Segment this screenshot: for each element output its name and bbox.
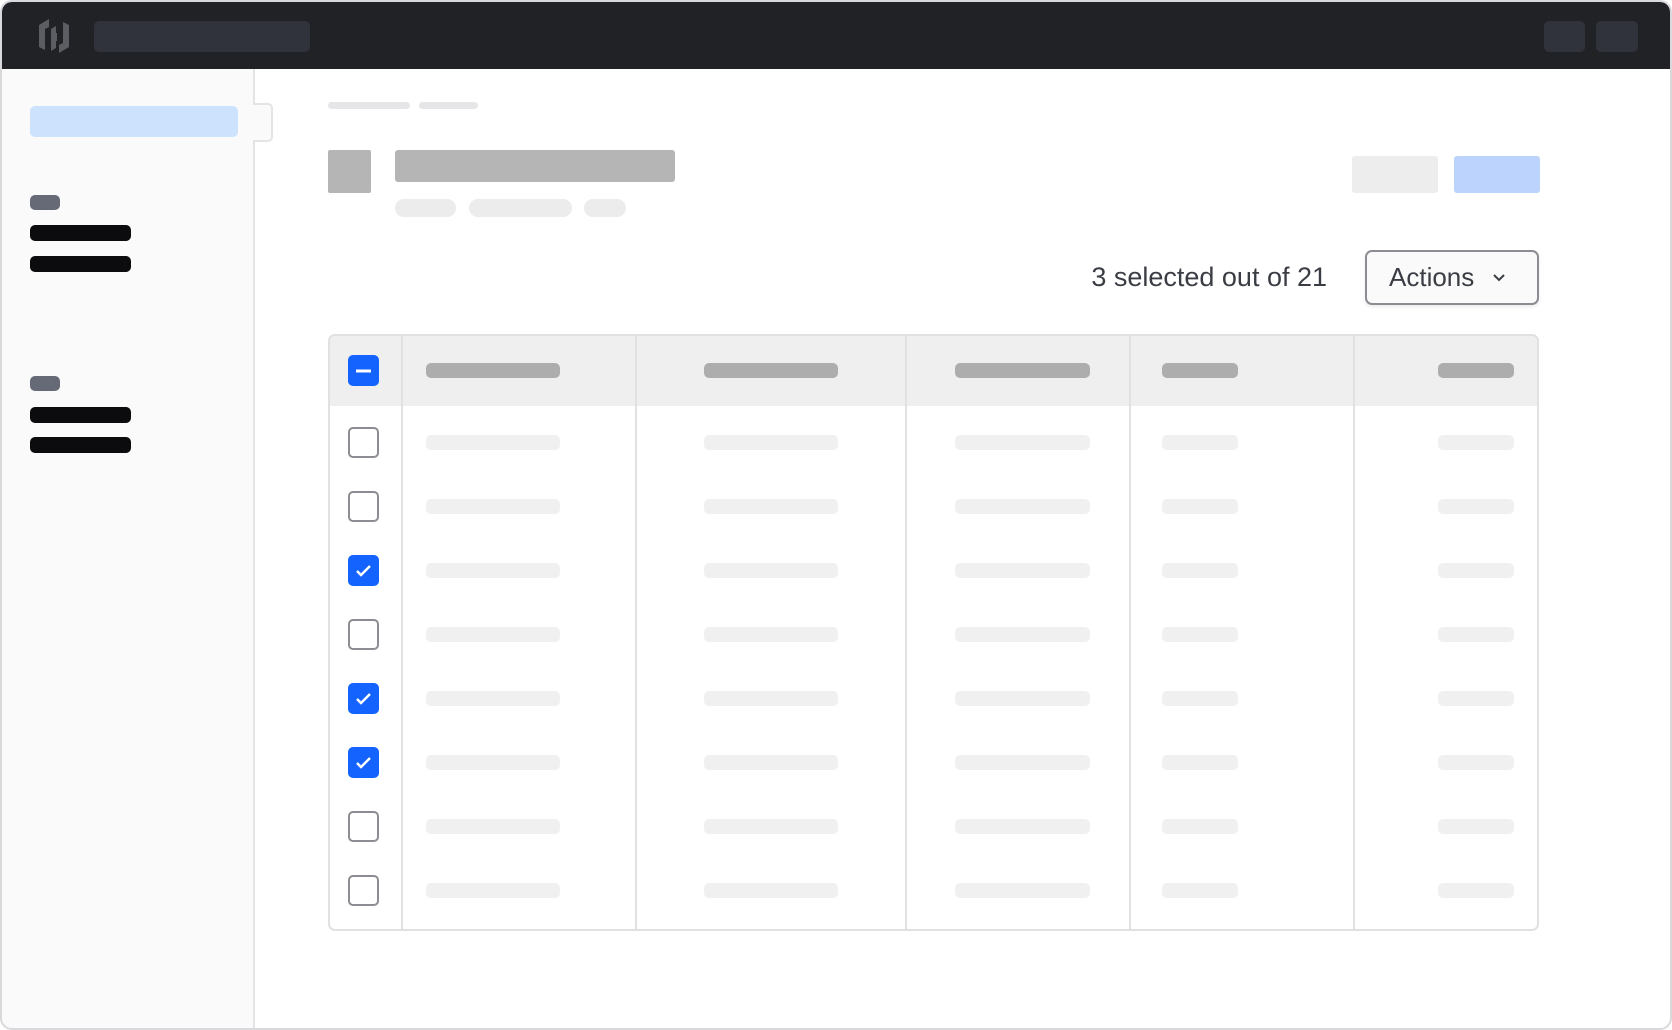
- column-header[interactable]: [1438, 363, 1514, 378]
- sidebar-item[interactable]: [30, 407, 131, 423]
- table-cell: [426, 883, 560, 898]
- column-divider: [1129, 336, 1131, 929]
- table-cell: [1162, 563, 1238, 578]
- table-cell: [704, 691, 838, 706]
- table-cell: [704, 627, 838, 642]
- table-cell: [1162, 435, 1238, 450]
- tag: [584, 199, 626, 217]
- table-cell: [1162, 755, 1238, 770]
- sidebar-section-heading: [30, 376, 60, 391]
- column-header[interactable]: [955, 363, 1090, 378]
- table-cell: [1438, 819, 1514, 834]
- logo-icon: [39, 19, 69, 53]
- row-checkbox[interactable]: [348, 875, 379, 906]
- row-checkbox[interactable]: [348, 619, 379, 650]
- tag: [395, 199, 456, 217]
- row-checkbox[interactable]: [348, 683, 379, 714]
- sidebar-item-active[interactable]: [30, 106, 238, 137]
- search-input-placeholder[interactable]: [94, 21, 310, 52]
- table-cell: [704, 819, 838, 834]
- table-cell: [1162, 627, 1238, 642]
- table-cell: [1162, 499, 1238, 514]
- table-cell: [955, 499, 1090, 514]
- table-cell: [426, 819, 560, 834]
- table-cell: [426, 435, 560, 450]
- sidebar-item[interactable]: [30, 256, 131, 272]
- table-cell: [955, 819, 1090, 834]
- table-cell: [1438, 691, 1514, 706]
- table-cell: [1438, 435, 1514, 450]
- table-cell: [426, 627, 560, 642]
- table-cell: [704, 755, 838, 770]
- table-cell: [1438, 755, 1514, 770]
- sidebar-item[interactable]: [30, 225, 131, 241]
- table-cell: [955, 627, 1090, 642]
- table-cell: [1438, 563, 1514, 578]
- row-checkbox[interactable]: [348, 811, 379, 842]
- select-all-checkbox[interactable]: [348, 355, 379, 386]
- sidebar-collapse-tab[interactable]: [253, 103, 273, 142]
- user-menu-button[interactable]: [1596, 21, 1638, 52]
- table-cell: [955, 883, 1090, 898]
- tag: [469, 199, 572, 217]
- table-cell: [426, 563, 560, 578]
- row-checkbox[interactable]: [348, 491, 379, 522]
- row-checkbox[interactable]: [348, 555, 379, 586]
- column-divider: [905, 336, 907, 929]
- page-icon: [328, 150, 371, 193]
- table-cell: [1162, 883, 1238, 898]
- table-cell: [426, 499, 560, 514]
- table-cell: [704, 499, 838, 514]
- table-cell: [426, 755, 560, 770]
- secondary-button[interactable]: [1352, 156, 1438, 193]
- table-cell: [426, 691, 560, 706]
- table-cell: [1438, 499, 1514, 514]
- sidebar: [2, 69, 255, 1028]
- row-checkbox[interactable]: [348, 427, 379, 458]
- selection-status: 3 selected out of 21: [1091, 262, 1327, 292]
- sidebar-section-heading: [30, 195, 60, 210]
- table-cell: [1438, 627, 1514, 642]
- table-cell: [955, 563, 1090, 578]
- data-table: [328, 334, 1539, 931]
- chevron-down-icon: [1493, 273, 1505, 281]
- column-divider: [401, 336, 403, 929]
- sidebar-item[interactable]: [30, 437, 131, 453]
- primary-button[interactable]: [1454, 156, 1540, 193]
- column-header[interactable]: [1162, 363, 1238, 378]
- breadcrumb-item[interactable]: [419, 102, 478, 109]
- table-cell: [955, 755, 1090, 770]
- actions-dropdown[interactable]: Actions: [1365, 250, 1539, 305]
- table-cell: [704, 563, 838, 578]
- table-cell: [704, 883, 838, 898]
- table-cell: [955, 691, 1090, 706]
- column-header[interactable]: [704, 363, 838, 378]
- table-cell: [1162, 691, 1238, 706]
- top-bar: [2, 2, 1670, 69]
- page-title: [395, 150, 675, 182]
- column-header[interactable]: [426, 363, 560, 378]
- table-cell: [1438, 883, 1514, 898]
- table-cell: [955, 435, 1090, 450]
- row-checkbox[interactable]: [348, 747, 379, 778]
- help-button[interactable]: [1544, 21, 1585, 52]
- column-divider: [635, 336, 637, 929]
- breadcrumb-item[interactable]: [328, 102, 410, 109]
- column-divider: [1353, 336, 1355, 929]
- actions-label: Actions: [1389, 262, 1475, 292]
- table-cell: [1162, 819, 1238, 834]
- table-cell: [704, 435, 838, 450]
